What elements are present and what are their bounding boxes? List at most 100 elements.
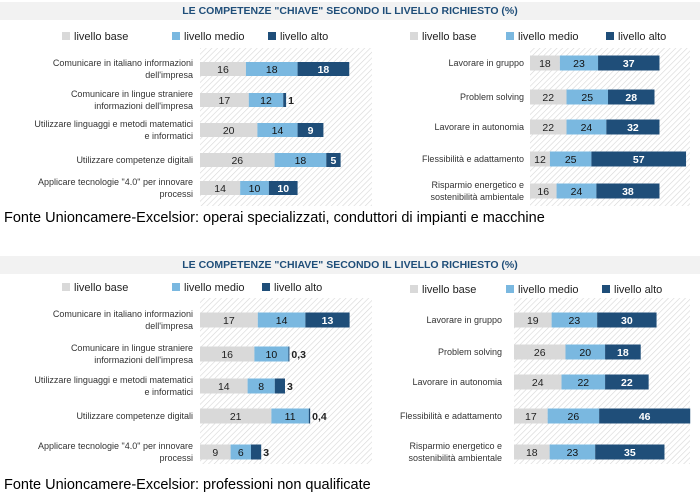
data-label: 38 [622, 186, 634, 198]
legend-swatch-1 [62, 32, 70, 40]
bar-segment-livello-alto [297, 62, 350, 76]
data-label: 0,4 [312, 411, 327, 423]
data-label: 20 [579, 347, 591, 359]
category-label: Flessibilità e adattamento [400, 411, 502, 421]
bar-segment-livello-base [200, 346, 255, 362]
data-label: 24 [532, 377, 544, 389]
category-label: informazioni dell'impresa [94, 101, 193, 111]
bar-segment-livello-alto [608, 89, 655, 105]
data-label: 17 [223, 315, 235, 327]
bar-segment-livello-alto [605, 374, 649, 390]
legend-swatch-2 [172, 32, 180, 40]
category-label: Applicare tecnologie "4.0" per innovare [38, 441, 193, 451]
bar-segment-livello-medio [551, 312, 598, 328]
data-label: 26 [534, 347, 546, 359]
data-label: 46 [639, 411, 651, 423]
bar-segment-livello-base [530, 55, 560, 71]
data-label: 22 [542, 92, 554, 104]
category-label: processi [159, 189, 193, 199]
data-label: 19 [527, 315, 539, 327]
data-label: 18 [539, 58, 551, 70]
category-label: Comunicare in lingue straniere [71, 343, 193, 353]
data-label: 18 [617, 347, 629, 359]
category-label: Lavorare in gruppo [448, 58, 524, 68]
bar-segment-livello-medio [565, 344, 606, 360]
bar-segment-livello-alto [268, 181, 298, 195]
legend-swatch-1 [410, 32, 418, 40]
legend-label-3: livello alto [280, 31, 328, 43]
source-note-bottom: Fonte Unioncamere-Excelsior: professioni… [4, 477, 371, 493]
data-label: 23 [569, 315, 581, 327]
bar-segment-livello-medio [248, 93, 284, 107]
chart-bottom: livello base livello medio livello alto Com… [34, 282, 691, 464]
legend-swatch-2 [506, 32, 514, 40]
bar-segment-livello-medio [559, 55, 599, 71]
legend-label-2: livello medio [184, 31, 245, 43]
category-label: Risparmio energetico e [409, 441, 502, 451]
bar-segment-livello-medio [556, 183, 597, 199]
data-label: 30 [621, 315, 633, 327]
bar-segment-livello-base [514, 374, 562, 390]
bar-segment-livello-base [514, 344, 566, 360]
source-note-top: Fonte Unioncamere-Excelsior: operai spec… [4, 210, 545, 226]
bar-segment-livello-medio [566, 89, 609, 105]
data-label: 28 [625, 92, 637, 104]
category-label: Problem solving [460, 92, 524, 102]
data-label: 12 [260, 95, 272, 107]
data-label: 18 [295, 155, 307, 167]
data-label: 14 [276, 315, 288, 327]
data-label: 18 [266, 64, 278, 76]
bar-segment-livello-base [514, 312, 552, 328]
chart-title-top: LE COMPETENZE "CHIAVE" SECONDO IL LIVELL… [0, 2, 700, 20]
category-label: Utilizzare linguaggi e metodi matematici [34, 119, 193, 129]
data-label: 18 [526, 447, 538, 459]
category-label: e informatici [144, 387, 193, 397]
bar-segment-livello-alto [595, 444, 665, 460]
bar-segment-livello-medio [547, 408, 600, 424]
bar-segment-livello-medio [549, 444, 596, 460]
legend-label-1: livello base [422, 31, 476, 43]
category-label: Utilizzare competenze digitali [76, 411, 193, 421]
bar-segment-livello-alto [596, 183, 660, 199]
bar-segment-livello-base [200, 312, 258, 328]
legend-swatch-1 [410, 285, 418, 293]
bar-segment-livello-alto [597, 312, 657, 328]
bar-segment-livello-medio [240, 181, 269, 195]
bar-segment-livello-base [200, 181, 241, 195]
data-label: 25 [581, 92, 593, 104]
legend-label-2: livello medio [518, 284, 579, 296]
legend-swatch-1 [62, 283, 70, 291]
data-label: 32 [627, 122, 639, 134]
data-label: 10 [277, 183, 289, 195]
category-label: informazioni dell'impresa [94, 355, 193, 365]
data-label: 0,3 [291, 349, 306, 361]
data-label: 37 [623, 58, 635, 70]
bar-segment-livello-base [530, 183, 557, 199]
data-label: 13 [322, 315, 334, 327]
bar-segment-livello-base [200, 62, 246, 76]
category-label: e informatici [144, 131, 193, 141]
data-label: 26 [231, 155, 243, 167]
category-label: Lavorare in gruppo [426, 315, 502, 325]
data-label: 23 [573, 58, 585, 70]
data-label: 57 [633, 154, 645, 166]
bar-segment-livello-base [530, 151, 550, 167]
data-label: 6 [238, 447, 244, 459]
category-label: Utilizzare competenze digitali [76, 155, 193, 165]
bar-segment-livello-alto [599, 408, 691, 424]
category-label: Utilizzare linguaggi e metodi matematici [34, 375, 193, 385]
bar-segment-livello-base [530, 119, 567, 135]
bar-segment-livello-base [530, 89, 567, 105]
bar-segment-livello-medio [254, 346, 289, 362]
bar-segment-livello-alto [591, 151, 687, 167]
bar-segment-livello-medio [247, 378, 275, 394]
data-label: 17 [219, 95, 231, 107]
category-label: Flessibilità e adattamento [422, 154, 524, 164]
data-label: 5 [331, 155, 337, 167]
data-label: 35 [624, 447, 636, 459]
data-label: 24 [581, 122, 593, 134]
bar-segment-livello-alto [288, 346, 290, 362]
data-label: 12 [534, 154, 546, 166]
bar-segment-livello-medio [257, 312, 306, 328]
chart-title-bottom: LE COMPETENZE "CHIAVE" SECONDO IL LIVELL… [0, 256, 700, 274]
